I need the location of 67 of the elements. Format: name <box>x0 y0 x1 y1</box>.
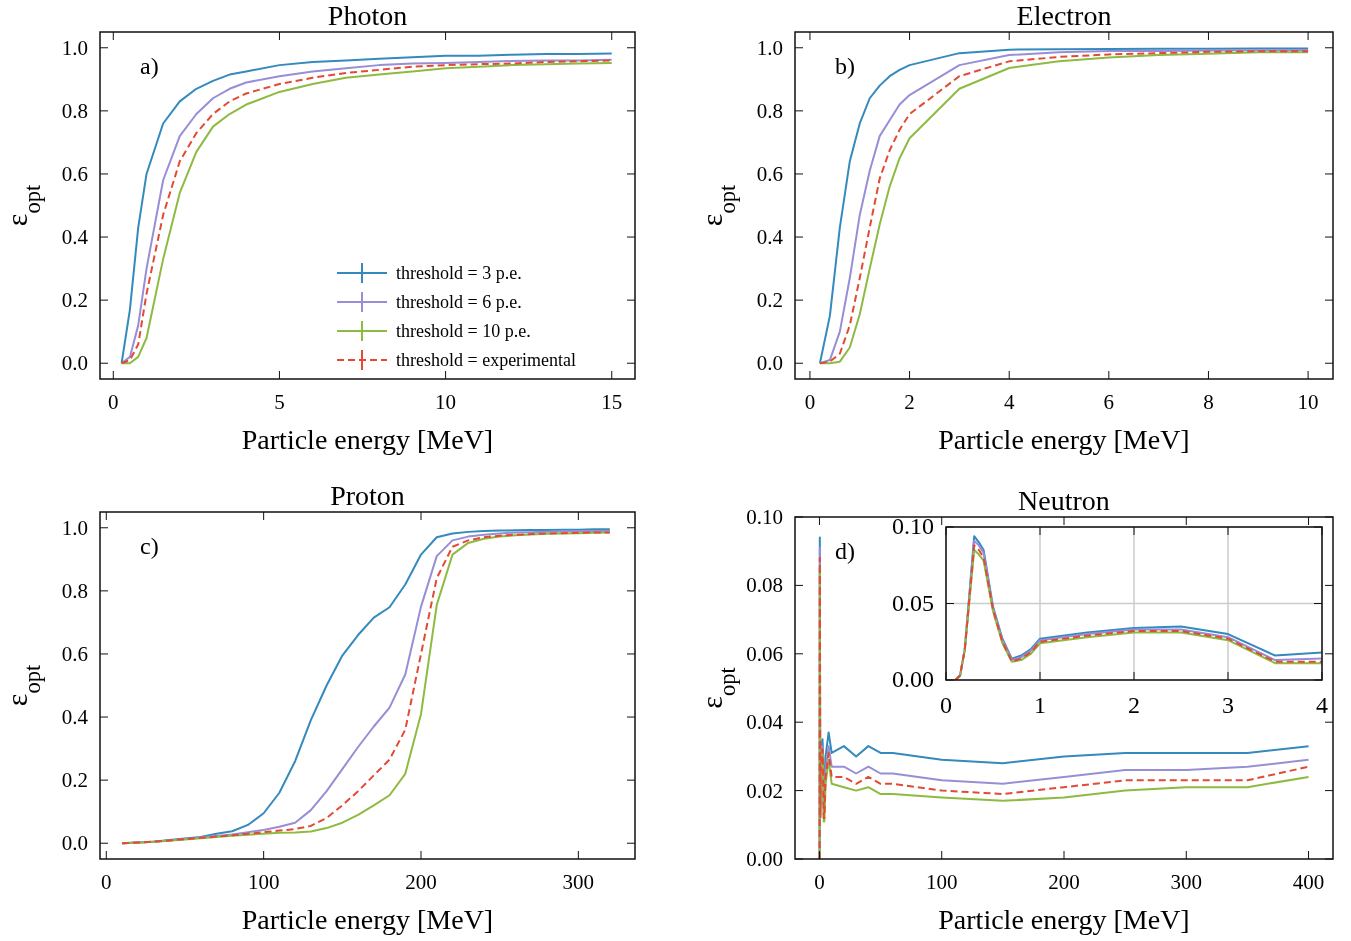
y-tick-label: 0.0 <box>61 831 88 856</box>
x-tick-label: 15 <box>601 390 623 414</box>
y-tick-label: 1.0 <box>61 35 88 60</box>
y-tick-label: 0.4 <box>61 705 89 730</box>
x-tick-label: 8 <box>1203 390 1214 414</box>
y-tick-label: 1.0 <box>756 35 783 60</box>
chart-title: Electron <box>1016 0 1112 31</box>
x-tick-label: 2 <box>904 390 915 414</box>
x-tick-label: 400 <box>1292 870 1325 894</box>
y-tick-label: 0.00 <box>746 847 783 871</box>
y-tick-label: 0.05 <box>892 589 934 616</box>
y-tick-label: 0.06 <box>746 641 783 666</box>
y-tick-label: 0.6 <box>756 161 783 186</box>
x-tick-label: 0 <box>804 390 816 414</box>
legend-label: threshold = 6 p.e. <box>396 292 522 312</box>
x-tick-label: 200 <box>1048 870 1080 894</box>
x-tick-label: 3 <box>1222 692 1234 718</box>
y-tick-label: 0.0 <box>756 351 783 376</box>
x-tick-label: 5 <box>274 390 285 414</box>
x-tick-label: 300 <box>1170 870 1203 894</box>
x-axis-title: Particle energy [MeV] <box>938 904 1190 935</box>
x-tick-label: 4 <box>1316 692 1328 718</box>
y-tick-label: 0.8 <box>61 578 88 603</box>
chart-title: Photon <box>327 0 408 31</box>
x-axis-title: Particle energy [MeV] <box>938 424 1190 455</box>
annotation: b) <box>835 53 855 79</box>
y-tick-label: 0.8 <box>61 98 88 123</box>
y-tick-label: 0.6 <box>61 161 88 186</box>
y-tick-label: 0.4 <box>61 225 89 250</box>
y-tick-label: 0.4 <box>756 225 784 250</box>
x-tick-label: 10 <box>1297 390 1319 414</box>
y-tick-label: 0.2 <box>61 768 88 793</box>
x-tick-label: 1 <box>1034 692 1046 718</box>
x-tick-label: 0 <box>940 692 952 718</box>
x-tick-label: 100 <box>925 870 958 894</box>
x-axis-title: Particle energy [MeV] <box>241 424 494 455</box>
x-tick-label: 10 <box>435 390 457 414</box>
legend-label: threshold = 3 p.e. <box>396 263 522 283</box>
y-tick-label: 0.2 <box>756 288 783 313</box>
x-tick-label: 0 <box>814 870 825 894</box>
y-tick-label: 0.0 <box>61 351 88 376</box>
y-tick-label: 0.8 <box>756 98 783 123</box>
x-tick-label: 0 <box>108 390 119 414</box>
annotation: d) <box>835 538 855 564</box>
x-tick-label: 4 <box>1003 390 1015 414</box>
x-tick-label: 300 <box>562 870 595 894</box>
y-tick-label: 0.10 <box>746 505 783 529</box>
legend-label: threshold = 10 p.e. <box>396 321 531 341</box>
x-tick-label: 0 <box>101 870 112 894</box>
x-tick-label: 100 <box>247 870 280 894</box>
x-tick-label: 200 <box>405 870 437 894</box>
y-tick-label: 0.04 <box>746 710 784 735</box>
y-tick-label: 0.02 <box>746 778 783 803</box>
annotation: c) <box>140 533 159 559</box>
y-tick-label: 0.08 <box>746 573 783 598</box>
y-tick-label: 0.00 <box>892 666 934 692</box>
annotation: a) <box>140 53 159 79</box>
chart-title: Proton <box>330 480 405 511</box>
x-tick-label: 6 <box>1103 390 1115 414</box>
chart-title: Neutron <box>1018 485 1110 516</box>
y-tick-label: 1.0 <box>61 515 88 540</box>
x-tick-label: 2 <box>1128 692 1140 718</box>
legend-label: threshold = experimental <box>396 350 577 370</box>
y-tick-label: 0.2 <box>61 288 88 313</box>
y-tick-label: 0.10 <box>892 513 934 539</box>
x-axis-title: Particle energy [MeV] <box>241 904 494 935</box>
y-tick-label: 0.6 <box>61 641 88 666</box>
